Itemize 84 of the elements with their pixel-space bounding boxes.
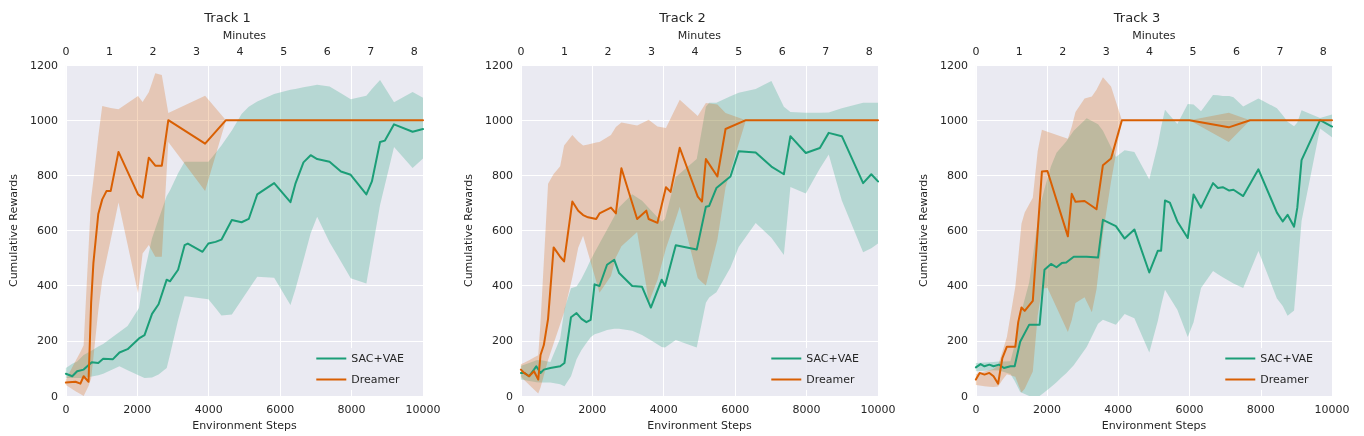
x2-tick-label: 8 [410,45,418,58]
x-tick-label: 8000 [1246,403,1275,417]
y-axis-title: Cumulative Rewards [7,173,20,288]
chart-title: Track 3 [1112,10,1161,25]
x2-tick-label: 4 [1146,45,1154,58]
chart-title: Track 2 [658,10,706,25]
y-axis-title: Cumulative Rewards [917,173,930,288]
y-tick-label: 200 [491,334,513,348]
x2-tick-label: 2 [149,45,157,58]
legend-label: Dreamer [351,373,401,386]
chart-title: Track 1 [203,10,251,25]
y-tick-label: 800 [491,168,513,182]
x-axis-title: Environment Steps [647,419,752,432]
x2-tick-label: 3 [648,45,656,58]
y-tick-label: 0 [505,389,513,403]
x2-tick-label: 4 [236,45,244,58]
x2-axis-title: Minutes [222,29,267,43]
x2-tick-label: 7 [367,45,375,58]
x-tick-label: 10000 [860,403,896,417]
y-tick-label: 1000 [484,113,513,127]
x-tick-label: 6000 [721,403,750,417]
x-tick-label: 10000 [405,403,441,417]
x2-tick-label: 3 [1102,45,1110,58]
y-tick-label: 1200 [939,58,968,72]
y-tick-label: 200 [36,334,58,348]
x-tick-label: 4000 [194,403,223,417]
x2-tick-label: 3 [193,45,201,58]
x2-tick-label: 5 [735,45,743,58]
x2-axis-title: Minutes [1132,29,1176,43]
y-tick-label: 1000 [29,113,58,127]
legend-label: SAC+VAE [806,352,860,365]
y-tick-label: 200 [946,334,968,348]
x-axis-title: Environment Steps [192,419,297,432]
legend-label: Dreamer [806,373,856,386]
y-tick-label: 1000 [939,113,968,127]
y-tick-label: 0 [50,389,58,403]
x-tick-label: 0 [62,403,70,417]
x2-tick-label: 1 [105,45,113,58]
x2-tick-label: 0 [517,45,525,58]
x-tick-label: 2000 [123,403,152,417]
x-tick-label: 8000 [792,403,821,417]
x2-tick-label: 8 [865,45,873,58]
x-tick-label: 8000 [337,403,366,417]
x2-tick-label: 8 [1319,45,1327,58]
x2-tick-label: 5 [1189,45,1197,58]
y-tick-label: 800 [36,168,58,182]
legend-label: Dreamer [1260,373,1310,386]
x2-tick-label: 4 [691,45,699,58]
x-tick-label: 6000 [1175,403,1204,417]
x2-tick-label: 0 [62,45,70,58]
y-tick-label: 600 [491,224,513,238]
x2-tick-label: 1 [560,45,568,58]
x-tick-label: 6000 [266,403,295,417]
y-tick-label: 600 [36,224,58,238]
y-tick-label: 600 [946,224,968,238]
x-tick-label: 4000 [1104,403,1133,417]
y-tick-label: 800 [946,168,968,182]
legend-label: SAC+VAE [351,352,405,365]
x2-tick-label: 6 [1232,45,1240,58]
x-axis-title: Environment Steps [1101,419,1207,432]
x2-tick-label: 1 [1015,45,1023,58]
y-tick-label: 400 [946,279,968,293]
x-tick-label: 2000 [1033,403,1062,417]
y-tick-label: 1200 [29,58,58,72]
y-tick-label: 0 [960,389,968,403]
x2-tick-label: 6 [323,45,331,58]
x-tick-label: 2000 [578,403,607,417]
y-tick-label: 1200 [484,58,513,72]
x-tick-label: 4000 [649,403,678,417]
x2-tick-label: 7 [822,45,830,58]
x2-tick-label: 7 [1276,45,1284,58]
y-tick-label: 400 [491,279,513,293]
x2-tick-label: 2 [1059,45,1067,58]
x-tick-label: 0 [972,403,980,417]
x2-tick-label: 2 [604,45,612,58]
legend-label: SAC+VAE [1260,352,1314,365]
x-tick-label: 0 [517,403,525,417]
x2-axis-title: Minutes [677,29,722,43]
x-tick-label: 10000 [1314,403,1350,417]
y-tick-label: 400 [36,279,58,293]
x2-tick-label: 6 [778,45,786,58]
y-axis-title: Cumulative Rewards [462,173,475,288]
x2-tick-label: 5 [280,45,288,58]
x2-tick-label: 0 [972,45,980,58]
